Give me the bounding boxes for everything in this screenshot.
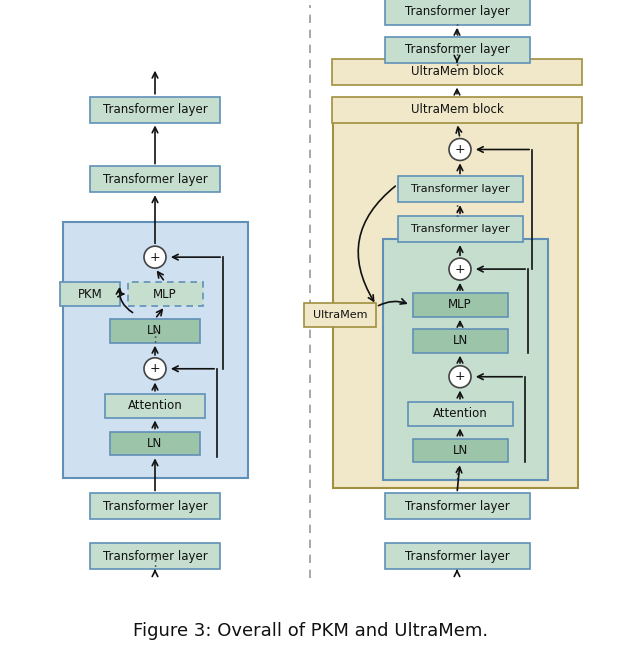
Text: UltraMem: UltraMem	[313, 310, 367, 320]
FancyBboxPatch shape	[110, 432, 200, 456]
FancyBboxPatch shape	[412, 293, 508, 317]
FancyBboxPatch shape	[384, 493, 529, 519]
Text: +: +	[150, 251, 160, 264]
FancyArrowPatch shape	[378, 299, 406, 305]
FancyArrowPatch shape	[358, 186, 396, 301]
FancyArrowPatch shape	[116, 289, 132, 313]
Text: MLP: MLP	[153, 287, 177, 300]
Text: Transformer layer: Transformer layer	[103, 103, 207, 116]
FancyBboxPatch shape	[90, 166, 220, 192]
Text: ⋮: ⋮	[449, 23, 465, 38]
FancyBboxPatch shape	[397, 176, 522, 202]
Text: +: +	[455, 263, 465, 276]
FancyBboxPatch shape	[90, 97, 220, 123]
Text: UltraMem block: UltraMem block	[411, 65, 503, 78]
FancyBboxPatch shape	[90, 543, 220, 569]
Text: Transformer layer: Transformer layer	[405, 550, 509, 563]
Text: Transformer layer: Transformer layer	[405, 5, 509, 18]
Text: Transformer layer: Transformer layer	[405, 500, 509, 513]
Text: UltraMem block: UltraMem block	[411, 103, 503, 116]
Text: Transformer layer: Transformer layer	[103, 500, 207, 513]
FancyBboxPatch shape	[62, 222, 248, 478]
FancyBboxPatch shape	[332, 58, 582, 84]
FancyBboxPatch shape	[397, 216, 522, 242]
Text: LN: LN	[452, 334, 468, 347]
FancyBboxPatch shape	[407, 402, 513, 426]
Text: MLP: MLP	[448, 298, 472, 311]
Circle shape	[449, 258, 471, 280]
FancyBboxPatch shape	[90, 493, 220, 519]
FancyBboxPatch shape	[383, 239, 547, 480]
Text: Transformer layer: Transformer layer	[411, 185, 509, 194]
Circle shape	[449, 138, 471, 161]
FancyBboxPatch shape	[412, 439, 508, 462]
Text: Attention: Attention	[128, 399, 182, 412]
Text: ⋮: ⋮	[147, 554, 162, 569]
FancyBboxPatch shape	[332, 97, 582, 123]
Text: ⋮: ⋮	[147, 330, 162, 345]
Text: PKM: PKM	[78, 287, 103, 300]
Text: Figure 3: Overall of PKM and UltraMem.: Figure 3: Overall of PKM and UltraMem.	[134, 621, 488, 640]
FancyBboxPatch shape	[60, 282, 120, 306]
FancyBboxPatch shape	[304, 303, 376, 327]
Text: LN: LN	[147, 324, 162, 337]
FancyBboxPatch shape	[384, 0, 529, 25]
Text: Transformer layer: Transformer layer	[103, 550, 207, 563]
FancyBboxPatch shape	[110, 319, 200, 343]
Text: ⋮: ⋮	[449, 467, 465, 482]
FancyBboxPatch shape	[105, 394, 205, 417]
Text: Transformer layer: Transformer layer	[103, 173, 207, 186]
Text: Attention: Attention	[433, 407, 488, 420]
Circle shape	[144, 246, 166, 268]
Text: +: +	[150, 362, 160, 375]
Text: ⋮: ⋮	[449, 53, 465, 68]
Text: Transformer layer: Transformer layer	[411, 224, 509, 234]
Text: LN: LN	[147, 437, 162, 450]
FancyBboxPatch shape	[384, 37, 529, 63]
Text: Transformer layer: Transformer layer	[405, 44, 509, 57]
Circle shape	[449, 366, 471, 387]
FancyBboxPatch shape	[128, 282, 203, 306]
FancyBboxPatch shape	[412, 329, 508, 353]
Text: ⋮: ⋮	[449, 204, 465, 219]
Text: LN: LN	[452, 444, 468, 457]
FancyBboxPatch shape	[384, 543, 529, 569]
Circle shape	[144, 358, 166, 380]
Text: +: +	[455, 143, 465, 156]
FancyBboxPatch shape	[333, 112, 577, 488]
Text: +: +	[455, 370, 465, 383]
